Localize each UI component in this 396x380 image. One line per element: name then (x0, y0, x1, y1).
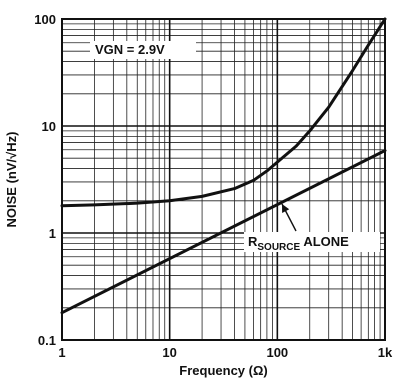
series-line-0 (60, 17, 387, 208)
x-tick-label: 100 (266, 345, 288, 360)
annotation-rsource-text: RSOURCE ALONE (248, 234, 349, 253)
minor-grid (62, 19, 385, 340)
x-tick-label: 10 (162, 345, 176, 360)
plot-frame (61, 18, 386, 341)
x-tick-label: 1 (58, 345, 65, 360)
annotation-rsource-sub: SOURCE (257, 242, 300, 253)
x-axis-title: Frequency (Ω) (179, 363, 267, 378)
y-tick-label: 0.1 (38, 333, 56, 348)
y-tick-labels: 0.1 1 10 100 (34, 12, 56, 348)
series-line-1 (60, 149, 387, 315)
y-tick-label: 1 (49, 226, 56, 241)
annotation-vgn: VGN = 2.9V (90, 41, 196, 59)
y-axis-title: NOISE (nV/√Hz) (4, 132, 19, 228)
annotation-rsource-main: R (248, 234, 258, 249)
annotation-rsource: RSOURCE ALONE (244, 203, 380, 253)
series-layer (60, 17, 387, 315)
major-grid (61, 19, 385, 341)
x-tick-labels: 1 10 100 1k (58, 345, 393, 360)
y-tick-label: 10 (42, 119, 56, 134)
annotation-rsource-arrowhead (282, 204, 290, 213)
annotation-rsource-tail: ALONE (300, 234, 349, 249)
x-tick-label: 1k (378, 345, 393, 360)
y-tick-label: 100 (34, 12, 56, 27)
annotation-vgn-text: VGN = 2.9V (95, 42, 165, 57)
